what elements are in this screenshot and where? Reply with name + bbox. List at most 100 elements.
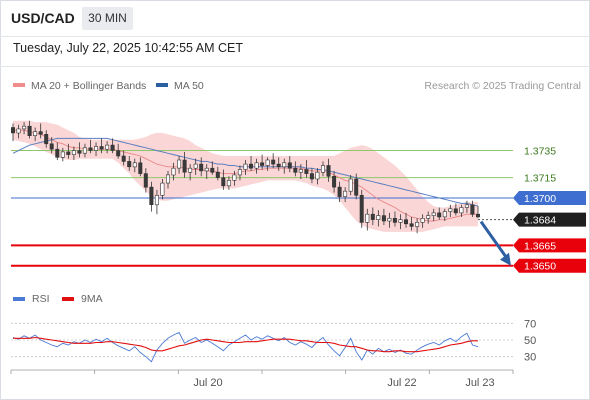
- candle-body: [381, 215, 386, 222]
- candle-body: [166, 174, 171, 184]
- forecast-arrow-head: [500, 252, 511, 266]
- candle-body: [254, 162, 259, 169]
- rsi-tick-label: 30: [524, 352, 536, 364]
- candle: [381, 208, 386, 226]
- candle: [320, 161, 325, 177]
- candle-body: [22, 125, 27, 130]
- candle-body: [298, 169, 303, 173]
- rsi-tick-label: 70: [524, 318, 536, 330]
- candle-body: [365, 213, 370, 223]
- rsi-legend-swatch: [13, 297, 25, 301]
- candle-body: [204, 167, 209, 172]
- candle: [426, 211, 431, 224]
- candle-body: [193, 163, 198, 169]
- candle-body: [337, 186, 342, 197]
- timeframe-button[interactable]: 30 MIN: [82, 7, 133, 30]
- candle: [254, 158, 259, 174]
- candle-body: [403, 219, 408, 225]
- rsi-tick-label: 50: [524, 335, 536, 347]
- candle: [132, 158, 137, 173]
- candle: [348, 174, 353, 196]
- candle-body: [66, 151, 71, 155]
- candle-body: [105, 144, 110, 150]
- candle: [260, 154, 265, 170]
- candle-body: [49, 143, 54, 150]
- candle: [215, 166, 220, 181]
- candle-body: [160, 182, 165, 196]
- candle-body: [370, 213, 375, 220]
- candle: [453, 203, 458, 216]
- candle-body: [226, 180, 231, 187]
- candle-body: [149, 186, 154, 206]
- candle-body: [127, 161, 132, 168]
- candle: [387, 212, 392, 228]
- legend-ma50: MA 50: [156, 80, 204, 92]
- candle: [326, 158, 331, 182]
- candle-body: [265, 159, 270, 166]
- candle-body: [282, 162, 287, 168]
- candle: [293, 161, 298, 177]
- candle: [271, 153, 276, 169]
- candle: [243, 160, 248, 175]
- level-label-support: 1.3650: [524, 261, 556, 273]
- candle-body: [343, 190, 348, 197]
- rsi-legend-label: RSI: [32, 293, 50, 305]
- candle: [44, 130, 49, 148]
- candle-body: [33, 131, 38, 137]
- candle-body: [348, 178, 353, 192]
- candle-body: [359, 195, 364, 223]
- candle-body: [304, 169, 309, 174]
- candle: [60, 147, 65, 162]
- candle: [237, 165, 242, 181]
- candle: [392, 211, 397, 227]
- ma20-swatch: [13, 83, 25, 88]
- candle-body: [237, 169, 242, 176]
- candle-body: [82, 147, 87, 154]
- candle-body: [88, 147, 93, 151]
- candle: [398, 214, 403, 230]
- candle-body: [154, 195, 159, 206]
- candle: [11, 123, 16, 142]
- rsi-line: [12, 331, 479, 363]
- candle-body: [110, 144, 115, 151]
- subheader-divider: [0, 66, 590, 67]
- ma50-label: MA 50: [174, 80, 204, 92]
- x-axis: Jul 20 Jul 22 Jul 23: [10, 369, 514, 389]
- candle: [105, 141, 110, 154]
- candle: [16, 124, 21, 139]
- candle: [49, 137, 54, 154]
- candle: [409, 216, 414, 231]
- candle-body: [387, 218, 392, 222]
- candle: [116, 143, 121, 159]
- candle-body: [415, 222, 420, 227]
- symbol-title: USD/CAD: [11, 10, 75, 26]
- candle-body: [199, 163, 204, 172]
- rsi-ma-legend-label: 9MA: [81, 293, 103, 305]
- candle-body: [116, 150, 121, 157]
- candle-body: [188, 167, 193, 173]
- level-label-current: 1.3684: [524, 215, 556, 227]
- candle-body: [309, 173, 314, 180]
- candle: [249, 155, 254, 171]
- candle: [282, 158, 287, 174]
- candle: [110, 138, 115, 154]
- level-label-resistance: 1.3735: [524, 146, 556, 158]
- candle: [88, 139, 93, 154]
- candle-body: [293, 167, 298, 173]
- level-label-support: 1.3665: [524, 240, 556, 252]
- candle-body: [354, 178, 359, 196]
- candle: [160, 179, 165, 200]
- candle: [459, 204, 464, 217]
- candle: [420, 214, 425, 228]
- price-chart: 1.3735 1.3715 1.3700 1.3684 1.3665 1.3650: [11, 120, 586, 273]
- candle-body: [243, 163, 248, 170]
- candle: [99, 138, 104, 154]
- candle: [376, 210, 381, 227]
- candle-body: [459, 207, 464, 214]
- header-divider: [0, 36, 590, 37]
- candle: [33, 127, 38, 142]
- candle-body: [99, 146, 104, 150]
- candle-body: [276, 163, 281, 168]
- candle: [82, 143, 87, 158]
